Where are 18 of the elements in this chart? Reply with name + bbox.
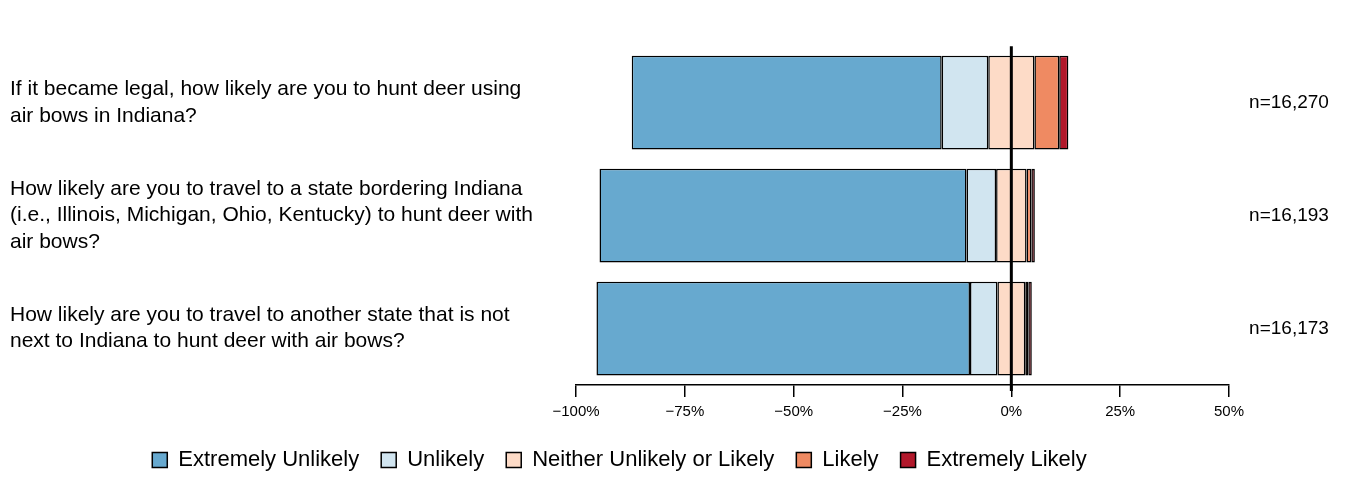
legend-label: Extremely Likely	[926, 446, 1087, 472]
text: n=16,270	[1249, 90, 1329, 112]
x-tick-label: 25%	[1105, 402, 1136, 420]
legend-label: Extremely Unlikely	[178, 446, 360, 472]
text: n=16,193	[1249, 203, 1329, 225]
y-tick-label: How likely are you to travel to another state that is not next to Indiana to hunt deer with air bows?	[10, 302, 510, 352]
legend-label: Neither Unlikely or Likely	[532, 446, 775, 472]
y-tick-label: If it became legal, how likely are you to hunt deer using air bows in Indiana?	[10, 76, 522, 126]
x-tick-label: −100%	[552, 402, 600, 420]
x-tick-label: −75%	[665, 402, 705, 420]
legend-label: Likely	[822, 446, 879, 472]
text: n=16,173	[1249, 316, 1329, 338]
y-tick-label: How likely are you to travel to a state bordering Indiana (i.e., Illinois, Michigan, Ohio, Kentucky) to hunt deer with air bows?	[10, 176, 533, 252]
x-tick-label: −50%	[774, 402, 814, 420]
x-tick-label: −25%	[883, 402, 922, 420]
x-tick-label: 50%	[1213, 402, 1245, 420]
legend-label: Unlikely	[407, 446, 485, 472]
x-tick-label: 0%	[1000, 402, 1023, 420]
